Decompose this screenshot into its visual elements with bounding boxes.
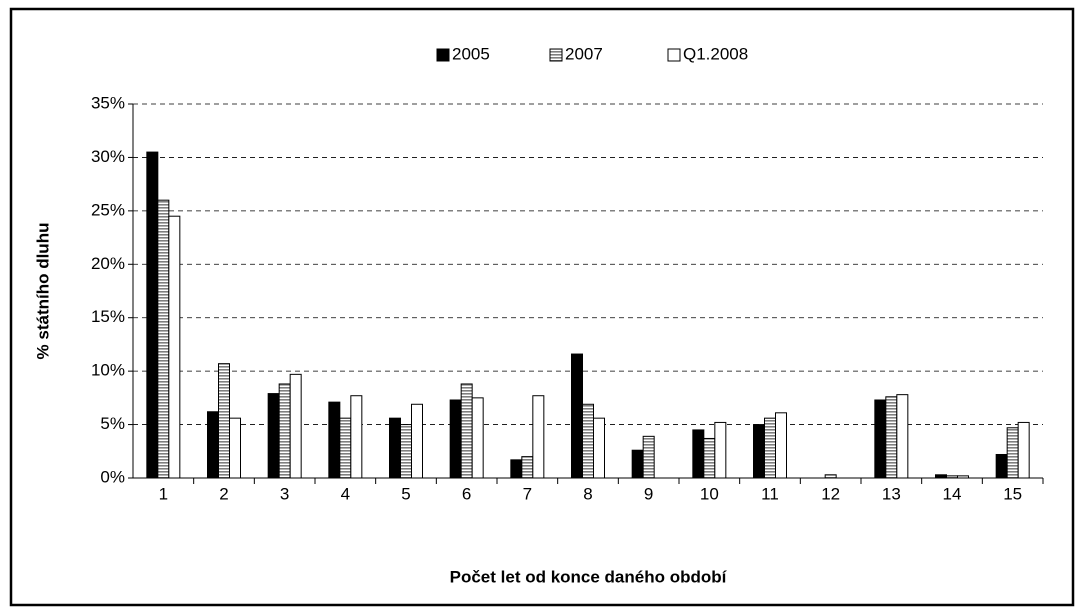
bar xyxy=(753,424,765,479)
x-tick-label: 12 xyxy=(821,484,840,503)
bar xyxy=(885,396,898,479)
y-tick-label: 25% xyxy=(91,200,125,219)
x-tick-label: 1 xyxy=(159,484,168,503)
bar xyxy=(389,417,401,479)
bar xyxy=(339,417,352,479)
y-tick-label: 15% xyxy=(91,307,125,326)
bar xyxy=(471,397,484,479)
bar xyxy=(703,437,716,479)
bar xyxy=(168,215,181,479)
x-axis-title: Počet let od konce daného období xyxy=(450,567,728,586)
x-tick-label: 4 xyxy=(341,484,350,503)
x-tick-label: 8 xyxy=(583,484,592,503)
legend-swatch xyxy=(549,48,563,62)
bar xyxy=(267,393,280,479)
bar xyxy=(289,373,302,479)
bar xyxy=(995,453,1008,479)
bar xyxy=(229,417,241,479)
y-tick-label: 10% xyxy=(91,361,125,380)
bar xyxy=(460,383,473,479)
bar xyxy=(532,395,545,479)
legend-swatch xyxy=(667,48,681,62)
bar xyxy=(764,417,776,479)
x-tick-label: 2 xyxy=(219,484,228,503)
x-tick-label: 14 xyxy=(943,484,962,503)
bar xyxy=(1006,427,1019,479)
bar xyxy=(582,403,594,479)
bar xyxy=(896,394,909,479)
bar xyxy=(218,363,230,479)
legend-label: 2005 xyxy=(452,44,490,63)
bar xyxy=(642,435,655,479)
bar xyxy=(207,411,219,479)
legend-label: Q1.2008 xyxy=(683,44,748,63)
bar xyxy=(146,151,159,479)
y-tick-label: 35% xyxy=(91,93,125,112)
x-tick-label: 11 xyxy=(761,484,779,503)
bar xyxy=(521,456,534,479)
bar xyxy=(775,412,787,479)
bar xyxy=(1017,421,1030,479)
y-tick-label: 0% xyxy=(100,467,125,486)
y-tick-label: 20% xyxy=(91,254,125,273)
x-tick-label: 6 xyxy=(462,484,471,503)
bar xyxy=(449,399,462,479)
bar xyxy=(510,459,523,479)
bar xyxy=(400,424,412,479)
x-tick-label: 9 xyxy=(644,484,653,503)
legend-swatch xyxy=(436,48,450,62)
x-tick-label: 15 xyxy=(1003,484,1022,503)
chart-frame xyxy=(9,7,1075,607)
x-tick-label: 7 xyxy=(523,484,532,503)
bar xyxy=(593,417,605,479)
bar xyxy=(631,449,644,479)
y-tick-label: 5% xyxy=(100,414,125,433)
bar xyxy=(328,401,341,479)
bar xyxy=(714,421,727,479)
bar xyxy=(350,395,363,479)
bar xyxy=(157,199,170,479)
y-tick-label: 30% xyxy=(91,147,125,166)
x-tick-label: 13 xyxy=(882,484,901,503)
bar xyxy=(571,353,583,479)
bar xyxy=(411,403,423,479)
x-tick-label: 5 xyxy=(401,484,410,503)
y-axis-title: % státního dluhu xyxy=(33,223,52,360)
bar xyxy=(278,383,291,479)
bar xyxy=(874,399,887,479)
legend-label: 2007 xyxy=(565,44,603,63)
x-tick-label: 10 xyxy=(700,484,719,503)
x-tick-label: 3 xyxy=(280,484,289,503)
bar xyxy=(692,429,705,479)
